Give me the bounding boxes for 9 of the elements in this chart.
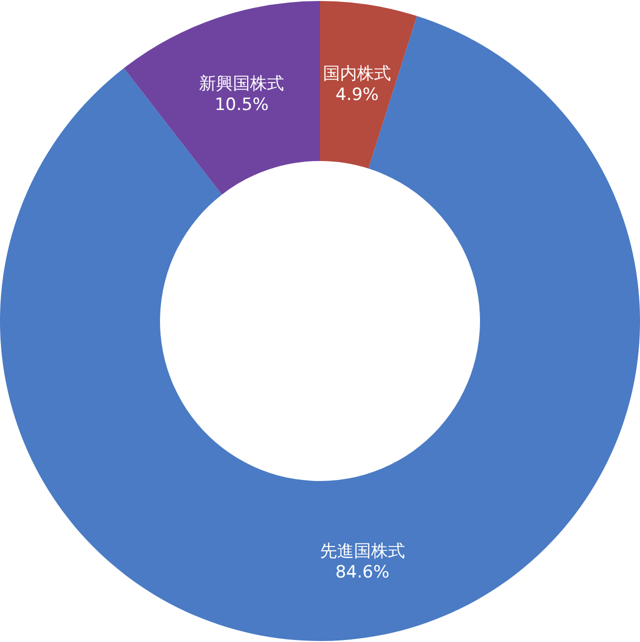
slice-label: 国内株式 [323,64,392,84]
slice-label: 先進国株式 [320,541,405,562]
donut-slice [124,1,320,195]
data-label: 4.9% [336,84,379,105]
slice-label: 新興国株式 [199,74,284,94]
data-label: 10.5% [214,95,269,116]
data-label: 84.6% [335,562,390,582]
donut-slice [0,16,640,641]
donut-slice [320,1,417,169]
